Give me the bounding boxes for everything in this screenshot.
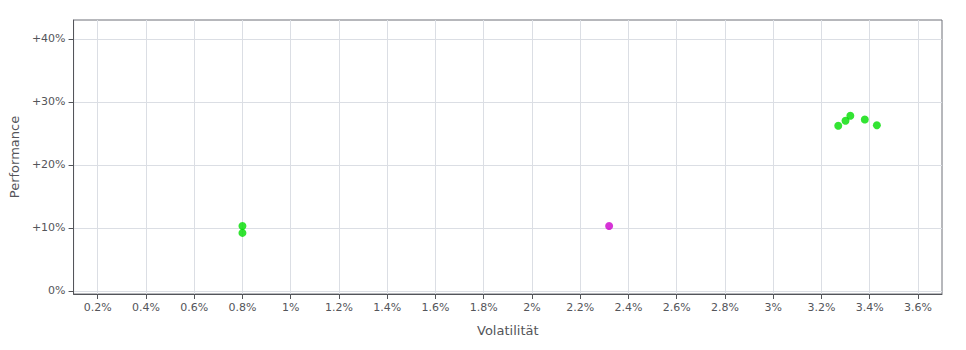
svg-text:1%: 1%: [282, 301, 299, 314]
svg-text:0.8%: 0.8%: [228, 301, 256, 314]
svg-text:3.2%: 3.2%: [807, 301, 835, 314]
svg-text:2.2%: 2.2%: [566, 301, 594, 314]
svg-text:0.4%: 0.4%: [132, 301, 160, 314]
svg-text:1.6%: 1.6%: [421, 301, 449, 314]
svg-text:+10%: +10%: [32, 221, 66, 234]
svg-text:+40%: +40%: [32, 32, 66, 45]
svg-text:3.6%: 3.6%: [904, 301, 932, 314]
svg-text:1.2%: 1.2%: [325, 301, 353, 314]
svg-text:+30%: +30%: [32, 95, 66, 108]
svg-text:3.4%: 3.4%: [856, 301, 884, 314]
svg-text:1.4%: 1.4%: [373, 301, 401, 314]
svg-text:0.2%: 0.2%: [84, 301, 112, 314]
svg-text:0.6%: 0.6%: [180, 301, 208, 314]
svg-text:1.8%: 1.8%: [470, 301, 498, 314]
svg-text:2.8%: 2.8%: [711, 301, 739, 314]
svg-text:Volatilität: Volatilität: [477, 323, 539, 338]
svg-text:0%: 0%: [48, 284, 65, 297]
svg-text:3%: 3%: [764, 301, 781, 314]
svg-text:2.4%: 2.4%: [614, 301, 642, 314]
svg-text:2%: 2%: [523, 301, 540, 314]
svg-text:+20%: +20%: [32, 158, 66, 171]
svg-text:Performance: Performance: [7, 116, 22, 198]
svg-text:2.6%: 2.6%: [663, 301, 691, 314]
